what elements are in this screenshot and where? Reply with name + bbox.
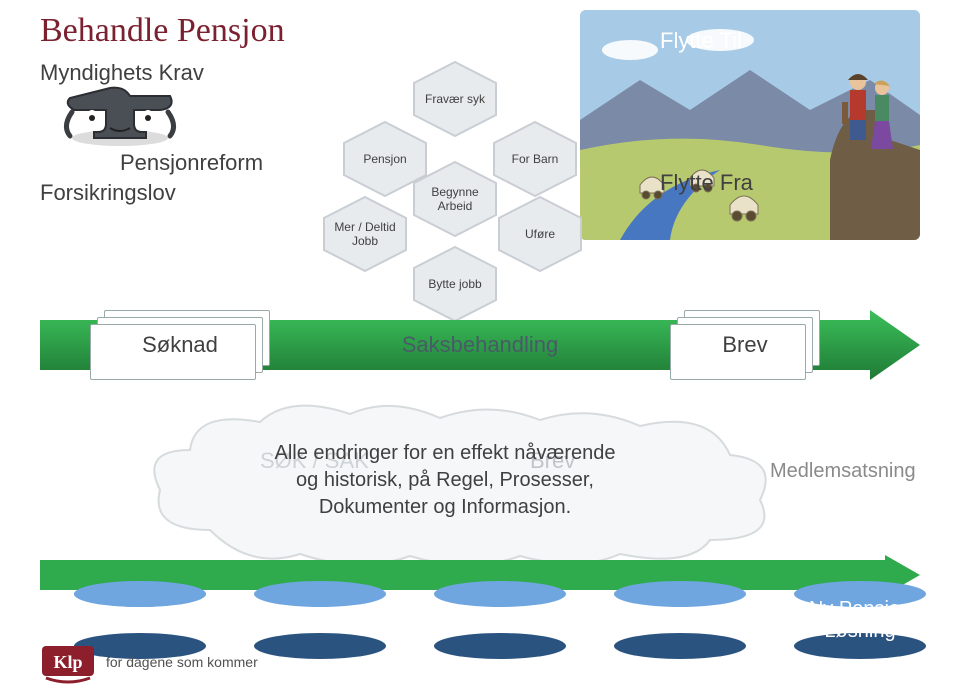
klp-logo-icon: Klp: [40, 640, 96, 684]
anvil-icon: [60, 78, 180, 148]
hex-label: Mer / Deltid Jobb: [320, 220, 410, 249]
cyl-vtas: VTAS: [430, 580, 570, 660]
cyl-label: VTAS: [475, 609, 526, 631]
cloud-line-2: og historisk, på Regel, Prosesser,: [296, 469, 594, 491]
box-label: Brev: [722, 332, 767, 358]
hex-label: Uføre: [519, 227, 561, 241]
hex-begynne-arbeid: Begynne Arbeid: [410, 160, 500, 238]
cloud-text: Alle endringer for en effekt nåværende o…: [175, 440, 715, 521]
hex-label: Begynne Arbeid: [410, 185, 500, 214]
label-flytte-til: Flytte Til: [660, 28, 742, 54]
box-label: Søknad: [142, 332, 218, 358]
cyl-kops: KOPS: [250, 580, 390, 660]
hex-label: For Barn: [506, 152, 565, 166]
page-title: Behandle Pensjon: [40, 12, 285, 50]
cloud-line-3: Dokumenter og Informasjon.: [319, 496, 571, 518]
box-soknad: Søknad: [90, 310, 270, 380]
klp-tagline: for dagene som kommer: [106, 654, 258, 670]
pioneer-scene: [580, 10, 920, 240]
cyl-ny-pensjon: Ny Pensjon Løsning: [790, 580, 930, 660]
hex-label: Pensjon: [357, 152, 412, 166]
box-brev: Brev: [670, 310, 820, 380]
cyl-label: Ny Pensjon Løsning: [790, 598, 930, 642]
cloud-line-1: Alle endringer for en effekt nåværende: [275, 442, 616, 464]
cyl-dis: DIS: [610, 580, 750, 660]
cyl-label: KOPS: [292, 609, 348, 631]
cyl-label: DIS: [663, 609, 696, 631]
svg-text:Klp: Klp: [53, 652, 82, 672]
hex-label: Fravær syk: [419, 92, 491, 106]
label-pensjonreform: Pensjonreform: [120, 150, 263, 176]
label-flytte-fra: Flytte Fra: [660, 170, 753, 196]
hex-ufore: Uføre: [495, 195, 585, 273]
hex-for-barn: For Barn: [490, 120, 580, 198]
process-label: Saksbehandling: [402, 332, 559, 358]
label-medlemsatsning: Medlemsatsning: [770, 460, 940, 483]
label-forsikringslov: Forsikringslov: [40, 180, 176, 206]
hex-label: Bytte jobb: [422, 277, 487, 291]
label-saksbehandling: Saksbehandling: [350, 325, 610, 365]
hex-mer-deltid-jobb: Mer / Deltid Jobb: [320, 195, 410, 273]
cyl-label: Medlem: [104, 609, 175, 631]
klp-logo: Klp for dagene som kommer: [40, 640, 258, 684]
